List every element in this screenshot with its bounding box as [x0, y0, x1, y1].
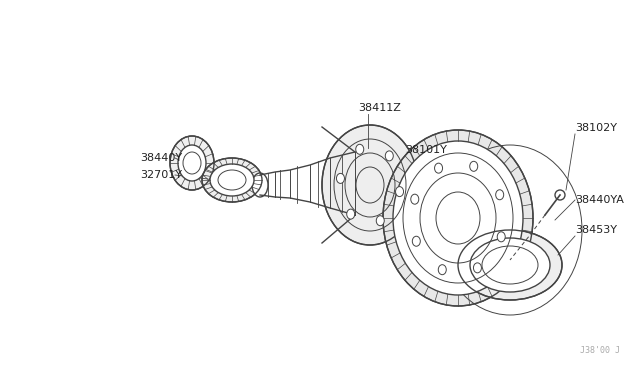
Ellipse shape	[435, 163, 442, 173]
Text: 32701Y: 32701Y	[140, 170, 182, 180]
Ellipse shape	[376, 216, 384, 226]
Ellipse shape	[385, 151, 394, 161]
Ellipse shape	[470, 238, 550, 292]
Ellipse shape	[170, 136, 214, 190]
Ellipse shape	[470, 161, 477, 171]
Ellipse shape	[393, 141, 523, 295]
Ellipse shape	[438, 265, 446, 275]
Ellipse shape	[497, 232, 505, 242]
Text: 38440YA: 38440YA	[575, 195, 624, 205]
Ellipse shape	[411, 194, 419, 204]
Ellipse shape	[347, 209, 355, 219]
Ellipse shape	[178, 145, 206, 181]
Text: 38440Y: 38440Y	[140, 153, 182, 163]
Ellipse shape	[555, 190, 565, 200]
Text: 38453Y: 38453Y	[575, 225, 617, 235]
Text: 38101Y: 38101Y	[405, 145, 447, 155]
Text: 38411Z: 38411Z	[358, 103, 401, 113]
Ellipse shape	[210, 164, 254, 196]
Text: J38'00 J: J38'00 J	[580, 346, 620, 355]
Ellipse shape	[252, 173, 268, 197]
Ellipse shape	[322, 125, 418, 245]
Ellipse shape	[383, 130, 533, 306]
Ellipse shape	[337, 173, 344, 183]
Ellipse shape	[458, 230, 562, 300]
Ellipse shape	[474, 263, 481, 273]
Ellipse shape	[496, 190, 504, 200]
Ellipse shape	[412, 236, 420, 246]
Ellipse shape	[202, 158, 262, 202]
Ellipse shape	[356, 144, 364, 154]
Ellipse shape	[396, 187, 404, 196]
Text: 38102Y: 38102Y	[575, 123, 617, 133]
